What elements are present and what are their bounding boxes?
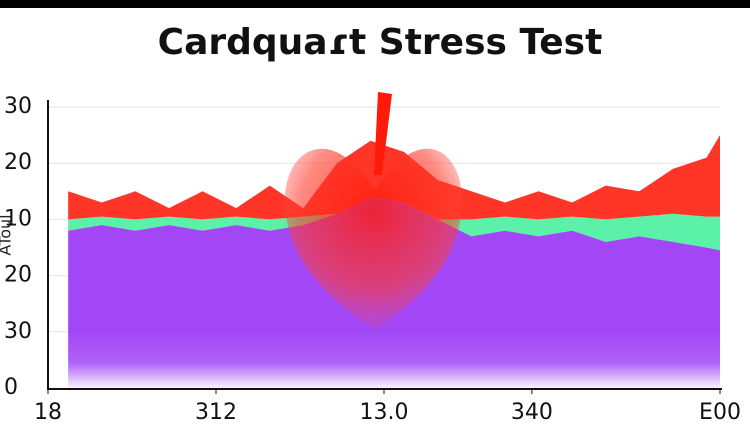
x-tick-label: 18 [34, 400, 62, 425]
top-bar [0, 0, 750, 8]
y-tick-label: 20 [4, 263, 32, 288]
x-tick-label: 340 [511, 400, 553, 425]
heart-shape [285, 148, 462, 330]
x-tick-label: 312 [195, 400, 237, 425]
exclamation [374, 92, 392, 175]
y-axis-label: AToul [0, 214, 15, 255]
y-tick-label: 0 [4, 375, 18, 400]
y-tick-label: 10 [4, 206, 32, 231]
y-tick-label: 20 [4, 150, 32, 175]
y-tick-label: 30 [4, 319, 32, 344]
area [68, 196, 720, 251]
x-tick-label: E00 [699, 400, 741, 425]
x-tick-label: 13.0 [360, 400, 409, 425]
y-tick-label: 30 [4, 94, 32, 119]
fade [40, 330, 730, 390]
chart-title: Cardquaɾt Stress Test [158, 22, 603, 63]
